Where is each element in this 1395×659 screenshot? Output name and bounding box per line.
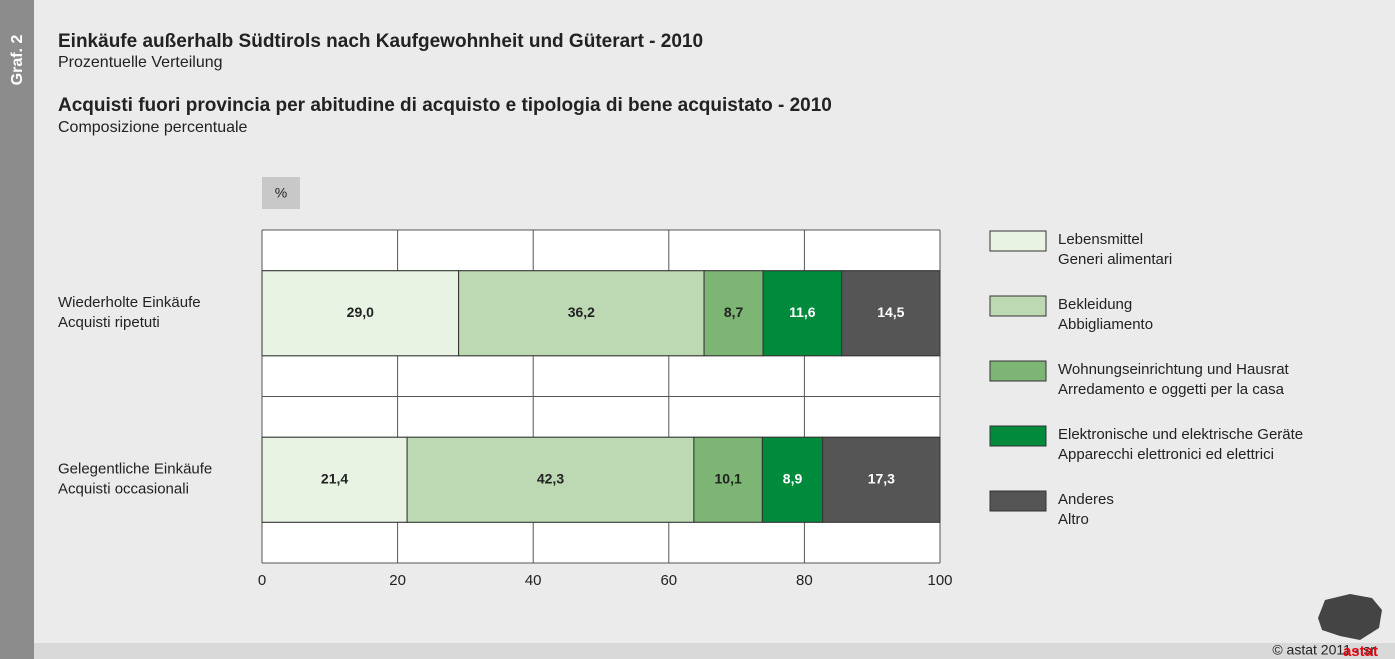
category-label-it: Acquisti ripetuti	[58, 314, 160, 331]
x-tick-label: 0	[258, 572, 266, 589]
bar-segment	[822, 436, 941, 523]
legend-label: Anderes	[1058, 491, 1114, 508]
value-label: 29,0	[347, 304, 374, 320]
legend-label: Elektronische und elektrische Geräte	[1058, 426, 1303, 443]
legend-swatch	[989, 295, 1047, 317]
x-tick-label: 80	[796, 572, 813, 589]
legend-swatch	[989, 230, 1047, 252]
legend-label-it: Abbigliamento	[1058, 316, 1153, 333]
legend-label: Bekleidung	[1058, 296, 1132, 313]
value-label: 36,2	[568, 304, 595, 320]
bar-segment	[762, 270, 843, 357]
chart-subtitle-it: Composizione percentuale	[58, 119, 248, 136]
legend-swatch	[989, 425, 1047, 447]
x-tick-label: 40	[525, 572, 542, 589]
chart-title: Einkäufe außerhalb Südtirols nach Kaufge…	[58, 31, 703, 52]
value-label: 14,5	[877, 304, 904, 320]
legend-label-it: Arredamento e oggetti per la casa	[1058, 381, 1285, 398]
category-label: Gelegentliche Einkäufe	[58, 461, 212, 478]
value-label: 21,4	[321, 470, 348, 486]
x-tick-label: 100	[927, 572, 952, 589]
footer: © astat 2011 - sr	[1272, 642, 1375, 658]
chart-subtitle: Prozentuelle Verteilung	[58, 54, 223, 71]
bar-segment	[761, 436, 824, 523]
category-label-it: Acquisti occasionali	[58, 481, 189, 498]
value-label: 17,3	[868, 470, 895, 486]
legend-label: Wohnungseinrichtung und Hausrat	[1058, 361, 1290, 378]
logo: astat	[1343, 643, 1378, 659]
value-label: 11,6	[789, 304, 816, 320]
footer-strip	[34, 643, 1395, 659]
bar-segment	[841, 270, 941, 357]
legend-swatch	[989, 360, 1047, 382]
value-label: 10,1	[715, 470, 742, 486]
legend-label-it: Apparecchi elettronici ed elettrici	[1058, 446, 1274, 463]
bar-segment	[693, 436, 763, 523]
side-strip	[0, 0, 34, 659]
unit-label: %	[275, 185, 287, 201]
chart-title-it: Acquisti fuori provincia per abitudine d…	[58, 95, 832, 116]
x-tick-label: 20	[389, 572, 406, 589]
bar-segment	[703, 270, 764, 357]
legend-label-it: Altro	[1058, 511, 1089, 528]
legend-label-it: Generi alimentari	[1058, 251, 1172, 268]
value-label: 8,9	[783, 470, 803, 486]
legend-swatch	[989, 490, 1047, 512]
unit-box	[262, 177, 300, 209]
bar-segment	[458, 270, 705, 357]
logo-shape	[1318, 594, 1382, 640]
x-tick-label: 60	[660, 572, 677, 589]
category-label: Wiederholte Einkäufe	[58, 294, 201, 311]
side-label: Graf. 2	[9, 35, 26, 86]
bar-segment	[406, 436, 695, 523]
value-label: 42,3	[537, 470, 564, 486]
value-label: 8,7	[724, 304, 744, 320]
legend-label: Lebensmittel	[1058, 231, 1143, 248]
